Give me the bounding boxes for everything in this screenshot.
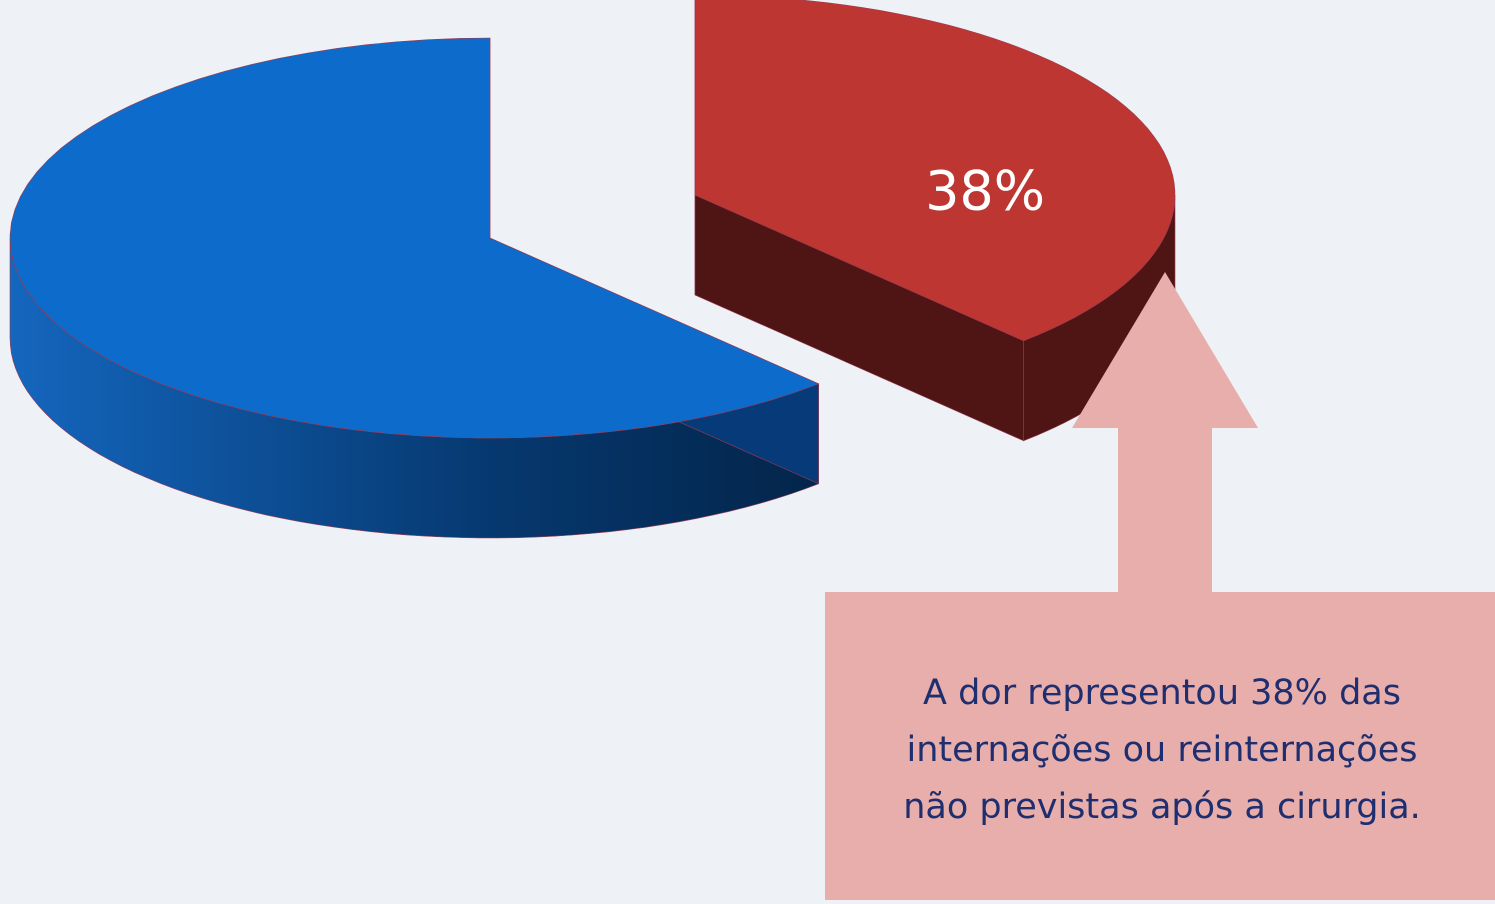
annotation-line: não previstas após a cirurgia. bbox=[903, 787, 1421, 827]
slice bbox=[694, 0, 1176, 342]
annotation-line: A dor representou 38% das bbox=[923, 673, 1401, 713]
data-label: 38% bbox=[925, 160, 1045, 223]
annotation-line: internações ou reinternações bbox=[907, 730, 1418, 770]
callout-arrow bbox=[825, 272, 1495, 900]
annotation: A dor representou 38% das internações ou … bbox=[903, 673, 1421, 827]
slice bbox=[9, 37, 820, 439]
pie: 38% bbox=[9, 0, 1176, 539]
